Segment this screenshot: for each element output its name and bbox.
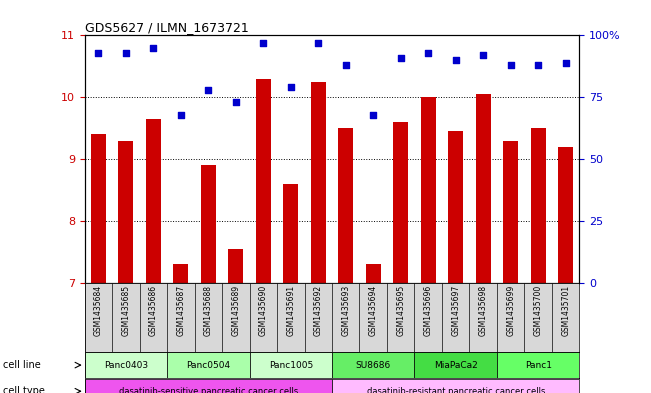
Text: GSM1435686: GSM1435686 <box>149 285 158 336</box>
Bar <box>469 283 497 352</box>
Text: GSM1435688: GSM1435688 <box>204 285 213 336</box>
Text: GSM1435687: GSM1435687 <box>176 285 186 336</box>
Bar <box>552 283 579 352</box>
Text: GSM1435697: GSM1435697 <box>451 285 460 336</box>
Text: Panc0403: Panc0403 <box>104 361 148 369</box>
Bar <box>311 82 326 283</box>
Bar <box>415 283 442 352</box>
Bar <box>167 352 249 378</box>
Point <box>340 62 351 68</box>
Bar <box>305 283 332 352</box>
Point <box>120 50 131 56</box>
Point <box>203 87 214 93</box>
Bar <box>393 122 408 283</box>
Bar <box>415 352 497 378</box>
Text: GSM1435699: GSM1435699 <box>506 285 515 336</box>
Point <box>258 40 268 46</box>
Bar <box>332 283 359 352</box>
Bar <box>85 379 332 393</box>
Text: dasatinib-resistant pancreatic cancer cells: dasatinib-resistant pancreatic cancer ce… <box>367 387 545 393</box>
Text: cell line: cell line <box>3 360 41 370</box>
Bar <box>497 283 525 352</box>
Bar <box>195 283 222 352</box>
Text: MiaPaCa2: MiaPaCa2 <box>434 361 478 369</box>
Bar <box>339 128 353 283</box>
Text: Panc1005: Panc1005 <box>269 361 313 369</box>
Point <box>478 52 488 58</box>
Point <box>148 44 159 51</box>
Text: cell type: cell type <box>3 386 45 393</box>
Bar <box>146 119 161 283</box>
Text: GSM1435701: GSM1435701 <box>561 285 570 336</box>
Bar <box>283 184 298 283</box>
Bar <box>332 352 415 378</box>
Text: GSM1435689: GSM1435689 <box>231 285 240 336</box>
Bar <box>167 283 195 352</box>
Point <box>286 84 296 90</box>
Bar <box>531 128 546 283</box>
Point <box>561 59 571 66</box>
Text: GDS5627 / ILMN_1673721: GDS5627 / ILMN_1673721 <box>85 21 249 34</box>
Bar <box>173 264 188 283</box>
Point <box>93 50 104 56</box>
Text: GSM1435691: GSM1435691 <box>286 285 296 336</box>
Bar <box>90 134 106 283</box>
Text: GSM1435696: GSM1435696 <box>424 285 433 336</box>
Bar <box>503 141 518 283</box>
Text: Panc0504: Panc0504 <box>186 361 230 369</box>
Point <box>505 62 516 68</box>
Bar <box>442 283 469 352</box>
Text: Panc1: Panc1 <box>525 361 551 369</box>
Bar <box>85 283 112 352</box>
Text: GSM1435692: GSM1435692 <box>314 285 323 336</box>
Bar <box>277 283 305 352</box>
Text: GSM1435693: GSM1435693 <box>341 285 350 336</box>
Point <box>423 50 434 56</box>
Text: GSM1435685: GSM1435685 <box>121 285 130 336</box>
Text: GSM1435700: GSM1435700 <box>534 285 543 336</box>
Bar <box>387 283 415 352</box>
Bar <box>448 131 464 283</box>
Point <box>368 112 378 118</box>
Point <box>396 55 406 61</box>
Text: SU8686: SU8686 <box>355 361 391 369</box>
Bar <box>229 249 243 283</box>
Text: GSM1435695: GSM1435695 <box>396 285 405 336</box>
Point <box>176 112 186 118</box>
Bar <box>525 283 552 352</box>
Bar <box>497 352 579 378</box>
Bar <box>249 283 277 352</box>
Text: GSM1435698: GSM1435698 <box>478 285 488 336</box>
Bar <box>421 97 436 283</box>
Bar <box>85 352 167 378</box>
Bar <box>256 79 271 283</box>
Bar <box>118 141 133 283</box>
Text: GSM1435694: GSM1435694 <box>368 285 378 336</box>
Point <box>230 99 241 105</box>
Bar <box>476 94 491 283</box>
Text: dasatinib-sensitive pancreatic cancer cells: dasatinib-sensitive pancreatic cancer ce… <box>118 387 298 393</box>
Bar <box>222 283 249 352</box>
Point <box>450 57 461 63</box>
Bar <box>332 379 579 393</box>
Bar <box>366 264 381 283</box>
Point <box>313 40 324 46</box>
Bar <box>249 352 332 378</box>
Text: GSM1435690: GSM1435690 <box>259 285 268 336</box>
Bar <box>139 283 167 352</box>
Bar <box>558 147 573 283</box>
Bar <box>112 283 139 352</box>
Bar <box>201 165 216 283</box>
Point <box>533 62 544 68</box>
Bar <box>359 283 387 352</box>
Text: GSM1435684: GSM1435684 <box>94 285 103 336</box>
